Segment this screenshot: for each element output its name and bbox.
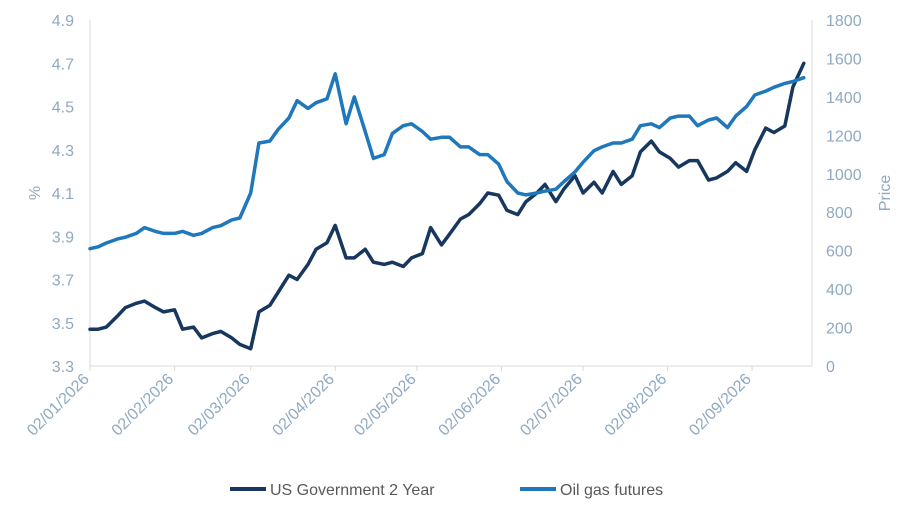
y-left-tick-label: 3.9 [52,229,74,246]
x-tick-label: 02/08/2026 [602,371,671,440]
y-right-tick-label: 1600 [826,51,862,68]
x-tick-label: 02/07/2026 [517,371,586,440]
y-right-tick-label: 800 [826,205,853,222]
y-left-tick-label: 3.5 [52,316,74,333]
y-right-tick-label: 400 [826,282,853,299]
y-left-tick-label: 3.7 [52,273,74,290]
legend: US Government 2 Year Oil gas futures [230,482,663,499]
x-tick-label: 02/03/2026 [185,371,254,440]
y-left-tick-label: 3.3 [52,359,74,376]
y-left-tick-label: 4.7 [52,56,74,73]
y-right-tick-label: 1000 [826,167,862,184]
x-tick-label: 02/02/2026 [109,371,178,440]
plot-frame [89,20,813,367]
x-tick-label: 02/05/2026 [351,371,420,440]
x-tick-label: 02/06/2026 [436,371,505,440]
y-left-tick-label: 4.1 [52,186,74,203]
series-layer [88,61,806,351]
x-tick-labels: 02/01/2026 02/02/2026 02/03/2026 02/04/2026… [24,366,755,439]
y-left-tick-labels: 3.3 3.5 3.7 3.9 4.1 4.3 4.5 4.7 4.9 [52,13,74,376]
legend-label: US Government 2 Year [270,482,435,499]
series-line-oil-gas-futures [88,72,806,251]
x-tick-label: 02/01/2026 [24,371,93,440]
y-right-tick-label: 1800 [826,13,862,30]
legend-label: Oil gas futures [560,482,663,499]
x-tick-label: 02/04/2026 [269,371,338,440]
y-right-tick-label: 200 [826,321,853,338]
y-left-tick-label: 4.3 [52,143,74,160]
y-right-tick-labels: 0 200 400 600 800 1000 1200 1400 1600 1800 [826,13,862,376]
y-right-tick-label: 1400 [826,90,862,107]
y-axis-right-title: Price [877,175,894,212]
x-tick-label: 02/09/2026 [686,371,755,440]
y-right-tick-label: 1200 [826,128,862,145]
y-right-tick-label: 0 [826,359,835,376]
y-left-tick-label: 4.9 [52,13,74,30]
y-right-tick-label: 600 [826,244,853,261]
y-axis-left-title: % [27,186,44,200]
series-line-us-government-2-year [88,61,806,351]
y-left-tick-label: 4.5 [52,100,74,117]
